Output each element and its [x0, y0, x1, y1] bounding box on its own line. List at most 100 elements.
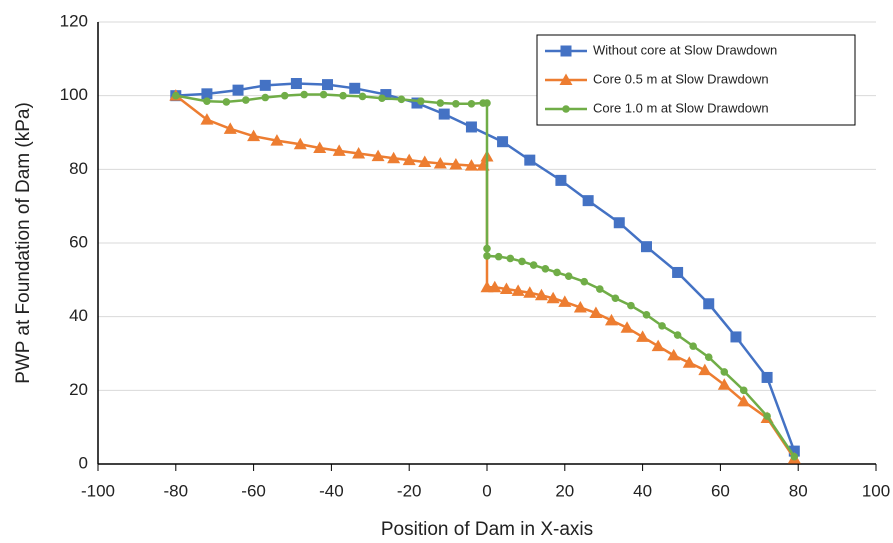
marker [582, 195, 594, 207]
marker [704, 353, 713, 361]
marker [689, 342, 697, 350]
y-tick-label: 80 [69, 159, 88, 178]
marker [280, 91, 289, 100]
marker [339, 91, 347, 100]
marker [436, 99, 445, 107]
marker [270, 134, 284, 146]
marker [418, 155, 432, 167]
marker [232, 84, 244, 96]
marker [589, 306, 603, 318]
marker [788, 445, 800, 457]
marker [300, 90, 308, 99]
series-line [175, 93, 796, 458]
marker [452, 99, 460, 108]
marker [720, 368, 729, 376]
legend-label: Core 1.0 m at Slow Drawdown [593, 100, 769, 115]
marker [387, 151, 401, 164]
marker [222, 98, 231, 106]
y-tick-label: 40 [69, 306, 88, 325]
x-tick-label: 60 [711, 481, 730, 500]
marker [201, 88, 213, 100]
marker [790, 452, 799, 461]
marker [319, 90, 328, 99]
marker [523, 286, 537, 298]
series-line [175, 94, 796, 460]
marker [651, 339, 665, 352]
marker [564, 272, 573, 280]
x-axis-title: Position of Dam in X-axis [381, 519, 593, 540]
marker [763, 412, 771, 420]
marker [620, 321, 634, 333]
marker [411, 97, 423, 109]
marker [506, 254, 515, 263]
marker [467, 99, 476, 108]
marker [483, 99, 491, 107]
x-tick-label: 100 [862, 481, 890, 500]
x-tick-label: 20 [555, 481, 574, 500]
x-tick-label: -60 [241, 481, 266, 500]
marker [636, 330, 650, 342]
marker [761, 371, 773, 383]
marker [494, 252, 503, 261]
marker [402, 153, 416, 166]
marker [438, 108, 450, 120]
marker [604, 313, 618, 326]
marker [499, 282, 513, 295]
marker [449, 158, 463, 170]
marker [349, 82, 361, 94]
marker [223, 122, 237, 134]
marker [378, 94, 386, 103]
marker [672, 266, 684, 278]
marker [464, 159, 478, 171]
marker [497, 136, 509, 148]
y-tick-label: 100 [60, 85, 88, 104]
marker [698, 363, 712, 376]
marker [465, 121, 477, 133]
marker [322, 79, 334, 91]
marker [483, 252, 491, 260]
marker [290, 78, 302, 90]
y-tick-label: 0 [79, 453, 88, 472]
y-axis-title: PWP at Foundation of Dam (kPa) [13, 102, 34, 384]
legend-box [536, 34, 856, 126]
y-tick-label: 120 [60, 11, 88, 30]
marker [717, 378, 731, 390]
marker [534, 288, 548, 301]
marker [332, 144, 346, 156]
legend-label: Core 0.5 m at Slow Drawdown [593, 71, 769, 86]
marker [242, 96, 250, 104]
x-tick-label: 0 [482, 481, 491, 500]
marker [313, 141, 327, 153]
marker [560, 45, 572, 57]
marker [488, 280, 502, 293]
marker [259, 79, 271, 91]
x-tick-label: -20 [397, 481, 422, 500]
marker [555, 174, 567, 186]
marker [558, 295, 572, 307]
marker [559, 73, 573, 85]
x-tick-label: 40 [633, 481, 652, 500]
marker [397, 95, 406, 104]
marker [529, 261, 538, 269]
marker [483, 244, 491, 253]
marker [673, 331, 682, 339]
marker [417, 97, 425, 105]
marker [611, 294, 620, 303]
marker [553, 268, 561, 277]
y-tick-label: 60 [69, 232, 88, 251]
marker [667, 348, 681, 361]
y-tick-label: 20 [69, 380, 88, 399]
marker [573, 300, 587, 313]
marker [613, 217, 625, 229]
marker [433, 156, 447, 169]
legend-label: Without core at Slow Drawdown [593, 42, 777, 57]
marker [642, 311, 651, 319]
marker [371, 149, 385, 162]
marker [562, 105, 570, 113]
marker [247, 129, 261, 142]
marker [518, 257, 526, 266]
x-tick-label: -80 [164, 481, 189, 500]
marker [293, 137, 307, 150]
marker [358, 92, 367, 101]
